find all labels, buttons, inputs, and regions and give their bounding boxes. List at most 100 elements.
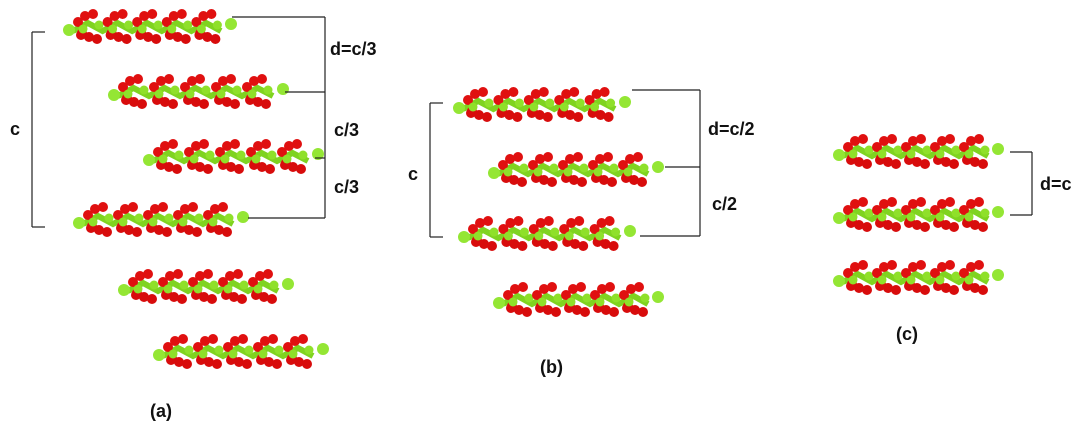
metal-atom [610, 164, 619, 173]
end-atom [108, 89, 120, 101]
oxygen-atom [891, 222, 901, 232]
metal-atom [140, 86, 149, 95]
metal-atom [878, 213, 887, 222]
metal-atom [169, 350, 178, 359]
oxygen-atom [207, 294, 217, 304]
metal-atom [199, 350, 208, 359]
oxygen-atom [551, 307, 561, 317]
metal-atom [878, 150, 887, 159]
metal-atom [89, 218, 98, 227]
oxygen-atom [143, 269, 153, 279]
metal-atom [560, 103, 569, 112]
oxygen-atom [118, 9, 128, 19]
metal-atom [179, 218, 188, 227]
metal-atom [202, 86, 211, 95]
metal-atom [237, 151, 246, 160]
metal-atom [565, 232, 574, 241]
oxygen-atom [102, 227, 112, 237]
oxygen-atom [637, 177, 647, 187]
oxygen-atom [203, 164, 213, 174]
oxygen-atom [603, 152, 613, 162]
metal-atom [534, 168, 543, 177]
oxygen-atom [949, 159, 959, 169]
metal-atom [155, 90, 164, 99]
oxygen-atom [237, 294, 247, 304]
oxygen-atom [178, 334, 188, 344]
end-atom [73, 217, 85, 229]
metal-atom [474, 232, 483, 241]
oxygen-atom [257, 74, 267, 84]
oxygen-atom [132, 227, 142, 237]
molecular-layer [833, 260, 1004, 295]
oxygen-atom [920, 285, 930, 295]
end-atom [282, 278, 294, 290]
oxygen-atom [151, 34, 161, 44]
oxygen-atom [265, 164, 275, 174]
oxygen-atom [573, 152, 583, 162]
metal-atom [289, 350, 298, 359]
oxygen-atom [548, 241, 558, 251]
oxygen-atom [607, 177, 617, 187]
oxygen-atom [609, 307, 619, 317]
oxygen-atom [974, 197, 984, 207]
metal-atom [150, 281, 159, 290]
oxygen-atom [212, 359, 222, 369]
metal-atom [245, 346, 254, 355]
end-atom [237, 211, 249, 223]
metal-atom [270, 281, 279, 290]
oxygen-atom [858, 197, 868, 207]
metal-atom [149, 218, 158, 227]
oxygen-atom [164, 74, 174, 84]
metal-atom [640, 164, 649, 173]
oxygen-atom [517, 241, 527, 251]
oxygen-atom [609, 241, 619, 251]
oxygen-atom [292, 139, 302, 149]
metal-atom [165, 214, 174, 223]
metal-atom [550, 164, 559, 173]
oxygen-atom [133, 74, 143, 84]
caption: (b) [540, 357, 563, 377]
metal-atom [252, 155, 261, 164]
metal-atom [254, 285, 263, 294]
figure: c d=c/3 c/3 c/3 (a) c d=c/2 c/2 (b) d=c … [0, 0, 1090, 439]
end-atom [225, 18, 237, 30]
metal-atom [264, 86, 273, 95]
oxygen-atom [199, 139, 209, 149]
end-atom [992, 143, 1004, 155]
oxygen-atom [858, 134, 868, 144]
end-atom [488, 167, 500, 179]
oxygen-atom [920, 222, 930, 232]
oxygen-atom [891, 159, 901, 169]
end-atom [458, 231, 470, 243]
oxygen-atom [974, 134, 984, 144]
metal-atom [171, 86, 180, 95]
oxygen-atom [513, 152, 523, 162]
metal-atom [183, 21, 192, 30]
oxygen-atom [638, 307, 648, 317]
oxygen-atom [578, 241, 588, 251]
metal-atom [849, 213, 858, 222]
metal-atom [485, 99, 494, 108]
oxygen-atom [862, 159, 872, 169]
molecular-layer [493, 282, 664, 317]
metal-atom [878, 276, 887, 285]
metal-atom [965, 213, 974, 222]
oxygen-atom [206, 9, 216, 19]
end-atom [619, 96, 631, 108]
metal-atom [580, 164, 589, 173]
oxygen-atom [518, 282, 528, 292]
oxygen-atom [576, 282, 586, 292]
metal-atom [981, 146, 990, 155]
oxygen-atom [182, 359, 192, 369]
metal-atom [849, 150, 858, 159]
label: c/3 [334, 120, 359, 140]
metal-atom [159, 155, 168, 164]
metal-atom [190, 155, 199, 164]
end-atom [118, 284, 130, 296]
end-atom [624, 225, 636, 237]
metal-atom [221, 155, 230, 164]
oxygen-atom [268, 334, 278, 344]
oxygen-atom [478, 87, 488, 97]
metal-atom [606, 99, 615, 108]
metal-atom [564, 168, 573, 177]
